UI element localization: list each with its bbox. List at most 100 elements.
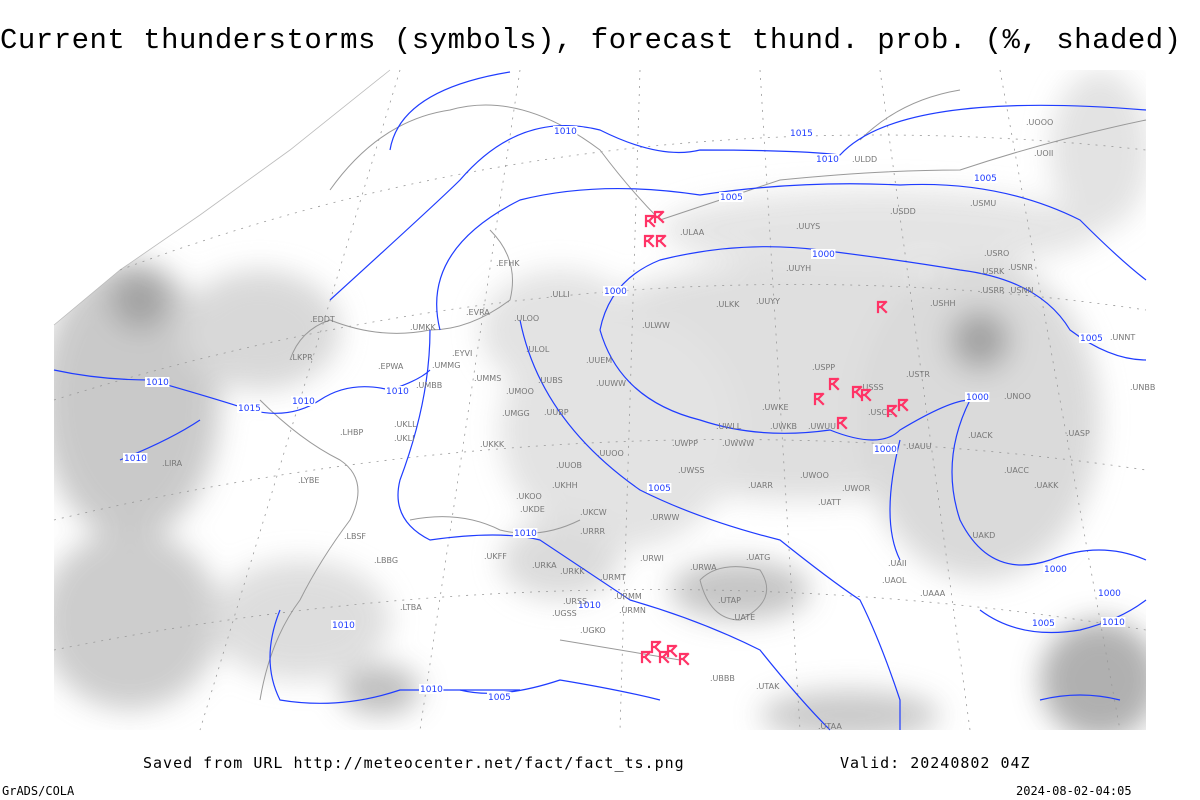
source-url-text: Saved from URL http://meteocenter.net/fa… [143,754,685,772]
station-label: .URWA [690,563,717,572]
station-label: .UMBB [416,381,442,390]
station-label: .UGKO [580,626,606,635]
isobar-label-bg [1031,618,1056,628]
station-label: .UMMS [474,374,501,383]
station-label: .UAII [888,559,907,568]
isobars: 1010 1015 1010 1005 1000 1000 1005 1010 1015 1010… [53,71,1147,731]
station-label: .LBBG [374,556,398,565]
software-credit: GrADS/COLA [2,784,75,798]
station-label: .UUOO [597,449,624,458]
station-label: .UKLI [394,434,414,443]
station-label: .UUYS [796,222,820,231]
thunderstorm-icon [860,388,872,402]
probability-shading [54,70,1146,730]
station-label: .UWKB [770,422,797,431]
station-label: .UTAK [756,682,780,691]
generated-timestamp: 2024-08-02-04:05 [1016,784,1132,798]
isobar-label-bg [973,173,998,183]
isobar-label: 1005 [1080,334,1103,344]
isobar-label-bg [1079,333,1104,343]
isobar-label: 1005 [974,174,997,184]
station-label: .UUYY [756,297,780,306]
station-label: .UAKK [1034,481,1059,490]
isobar-label: 1015 [238,404,261,414]
station-label: .USHH [930,299,956,308]
station-label: .UWKE [762,403,789,412]
station-label: .ULAA [680,228,705,237]
isobar-label-bg [513,528,538,538]
isobar-label-bg [331,620,356,630]
isobar-label-bg [1101,617,1126,627]
isobar-label-bg [145,377,170,387]
isobar-label-bg [553,126,578,136]
station-label: .USRO [984,249,1009,258]
thunderstorm-icon [897,398,909,412]
station-labels: .ULAA .UUYS .USDD .USMU .UUYH .USRO .USRK .USNR… [162,118,1155,731]
thunderstorm-icon [828,377,840,391]
station-label: .UAAA [920,589,946,598]
station-label: .UUWW [596,379,626,388]
station-label: .URSS [563,597,587,606]
station-label: .UTAP [718,596,741,605]
isobar-label-bg [789,128,814,138]
thunderstorm-icon [851,385,863,399]
thunderstorm-icon [836,416,848,430]
station-label: .UMKK [410,323,437,332]
station-label: .USRR [980,286,1005,295]
station-label: .URRR [580,527,606,536]
isobar-label-bg [123,453,148,463]
station-label: .USMU [970,199,996,208]
station-label: .USRK [980,267,1005,276]
station-label: .UNBB [1130,383,1155,392]
thunderstorm-icon [678,652,690,666]
isobar-label-bg [237,403,262,413]
isobar-label: 1010 [386,387,409,397]
station-label: .EVRA [466,308,490,317]
thunderstorm-icon [653,210,665,224]
isobar-label: 1010 [124,454,147,464]
isobar-label-bg [577,600,602,610]
station-label: .UUOB [556,461,582,470]
station-label: .UWLL [716,422,742,431]
isobar-label: 1005 [648,484,671,494]
isobar-label-bg [873,444,898,454]
station-label: .EPWA [378,362,404,371]
station-label: .ULWW [642,321,670,330]
station-label: .USTR [906,370,930,379]
station-label: .UKHH [552,481,578,490]
isobar-label: 1010 [554,127,577,137]
projection-boundary [53,69,391,326]
isobar-label-bg [719,192,744,202]
station-label: .URWW [650,513,680,522]
coastlines [259,89,1147,701]
station-label: .UACC [1004,466,1029,475]
isobar-label-bg [291,396,316,406]
thunderstorm-icon [666,644,678,658]
station-label: .UMOO [506,387,534,396]
station-label: .USSS [860,383,884,392]
valid-time-text: Valid: 20240802 04Z [840,754,1031,772]
station-label: .USDD [890,207,916,216]
station-label: .UNNT [1110,333,1135,342]
thunderstorm-icon [644,214,656,228]
station-label: .EFHK [496,259,520,268]
station-label: .ULDD [852,155,877,164]
isobar-label: 1000 [1044,565,1067,575]
isobar-label: 1005 [1032,619,1055,629]
isobar-label-bg [1043,564,1068,574]
station-label: .UAOL [882,576,907,585]
thunderstorm-icon [876,300,888,314]
station-label: .UATE [732,613,755,622]
station-label: .UAKD [970,531,995,540]
station-label: .UKOO [516,492,542,501]
station-label: .UWOR [842,484,871,493]
isobar-label: 1000 [874,445,897,455]
isobar-label: 1010 [1102,618,1125,628]
isobar-label: 1000 [1098,589,1121,599]
isobar-label-bg [965,392,990,402]
thunderstorm-icon [886,404,898,418]
station-label: .LHBP [340,428,364,437]
isobar-label: 1000 [812,250,835,260]
station-label: .LTBA [400,603,422,612]
